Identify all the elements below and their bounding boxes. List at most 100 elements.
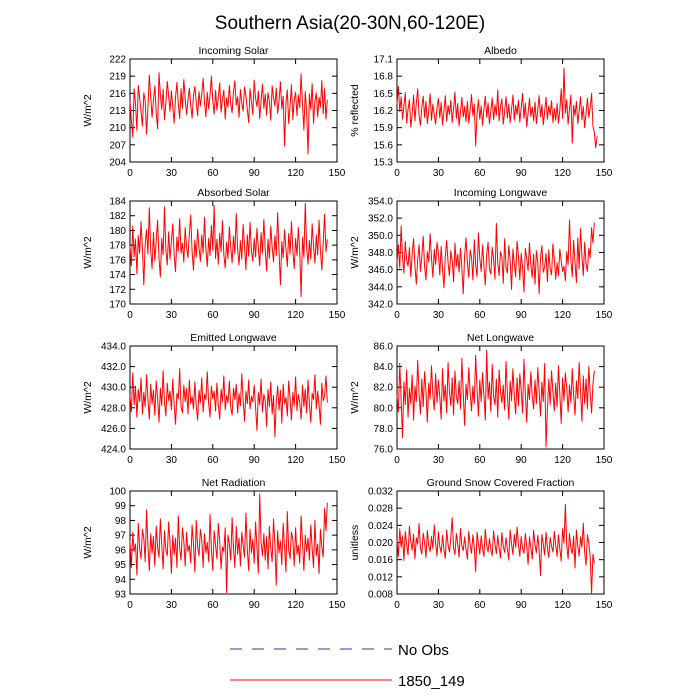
x-tick-label: 0 — [127, 168, 133, 179]
x-tick-label: 120 — [287, 168, 304, 179]
x-tick-label: 90 — [516, 168, 528, 179]
panel-title: Absorbed Solar — [197, 187, 270, 199]
series-line-1850-149 — [396, 219, 595, 295]
y-tick-label: 178 — [109, 241, 126, 252]
y-tick-label: 176 — [109, 255, 126, 266]
y-tick-label: 16.5 — [374, 89, 394, 100]
panel-albedo: Albedo % reflected 15.3 15.6 15.9 16.2 16.5 16.… — [349, 45, 613, 179]
y-axis-label: % reflected — [349, 84, 361, 137]
y-tick-label: 98 — [115, 516, 127, 527]
y-tick-label: 174 — [109, 270, 126, 281]
y-tick-label: 95 — [115, 560, 127, 571]
x-tick-label: 30 — [166, 455, 178, 466]
x-tick-label: 150 — [329, 455, 346, 466]
y-tick-label: 432.0 — [101, 362, 126, 373]
y-tick-label: 80.0 — [374, 403, 394, 414]
y-tick-label: 430.0 — [101, 383, 126, 394]
y-tick-label: 84.0 — [374, 362, 394, 373]
x-tick-label: 60 — [207, 600, 219, 611]
y-tick-label: 94 — [115, 575, 127, 586]
panel-title: Incoming Solar — [198, 45, 269, 57]
x-tick-label: 30 — [166, 310, 178, 321]
series-line-1850-149 — [129, 493, 328, 594]
x-tick-label: 90 — [249, 455, 261, 466]
x-tick-label: 90 — [249, 168, 261, 179]
x-tick-label: 60 — [474, 310, 486, 321]
panel-absorbed-solar: Absorbed Solar W/m^2 170 172 174 176 178 180 182… — [82, 187, 346, 321]
panel-incoming-solar: Incoming Solar W/m^2 204 207 210 213 216 219 222… — [82, 45, 346, 179]
y-tick-label: 350.0 — [368, 231, 393, 242]
y-tick-label: 207 — [109, 140, 126, 151]
legend-label-no-obs: No Obs — [398, 642, 449, 659]
x-tick-label: 0 — [394, 600, 400, 611]
series-line-1850-149 — [129, 368, 328, 438]
y-tick-label: 86.0 — [374, 342, 394, 353]
y-tick-label: 204 — [109, 158, 126, 169]
x-tick-label: 120 — [287, 600, 304, 611]
y-tick-label: 219 — [109, 72, 126, 83]
y-tick-label: 184 — [109, 197, 126, 208]
y-tick-label: 348.0 — [368, 248, 393, 259]
x-tick-label: 60 — [474, 168, 486, 179]
panel-net-longwave: Net Longwave W/m^2 76.0 78.0 80.0 82.0 84.0 86.… — [349, 332, 613, 466]
x-tick-label: 150 — [596, 455, 613, 466]
y-tick-label: 0.024 — [368, 521, 393, 532]
x-tick-label: 60 — [207, 310, 219, 321]
panels-group: Incoming Solar W/m^2 204 207 210 213 216 219 222… — [82, 45, 613, 611]
y-tick-label: 172 — [109, 285, 126, 296]
x-tick-label: 0 — [394, 455, 400, 466]
x-tick-label: 30 — [433, 455, 445, 466]
y-tick-label: 222 — [109, 55, 126, 66]
x-tick-label: 30 — [166, 168, 178, 179]
x-tick-label: 30 — [166, 600, 178, 611]
series-line-1850-149 — [396, 67, 598, 149]
y-tick-label: 346.0 — [368, 265, 393, 276]
panel-emitted-longwave: Emitted Longwave W/m^2 424.0 426.0 428.0 430.… — [82, 332, 346, 466]
y-tick-label: 428.0 — [101, 403, 126, 414]
x-tick-label: 0 — [394, 310, 400, 321]
x-tick-label: 120 — [554, 168, 571, 179]
y-tick-label: 15.6 — [374, 140, 394, 151]
y-tick-label: 0.008 — [368, 590, 393, 601]
x-tick-label: 150 — [329, 600, 346, 611]
y-tick-label: 76.0 — [374, 445, 394, 456]
panel-net-radiation: Net Radiation W/m^2 93 94 95 96 97 98 99 100 0 30 60… — [82, 477, 346, 611]
legend: No Obs 1850_149 — [230, 642, 465, 690]
y-tick-label: 182 — [109, 211, 126, 222]
series-line-1850-149 — [396, 349, 595, 448]
y-axis-label: W/m^2 — [82, 94, 94, 127]
y-axis-label: W/m^2 — [349, 236, 361, 269]
x-tick-label: 120 — [554, 455, 571, 466]
x-tick-label: 150 — [596, 310, 613, 321]
y-tick-label: 180 — [109, 226, 126, 237]
x-tick-label: 90 — [249, 600, 261, 611]
y-tick-label: 216 — [109, 89, 126, 100]
y-tick-label: 0.028 — [368, 504, 393, 515]
y-tick-label: 96 — [115, 545, 127, 556]
y-tick-label: 352.0 — [368, 214, 393, 225]
x-tick-label: 90 — [516, 455, 528, 466]
series-line-1850-149 — [129, 202, 328, 298]
panel-title: Net Radiation — [202, 477, 266, 489]
y-tick-label: 426.0 — [101, 424, 126, 435]
y-tick-label: 0.012 — [368, 572, 393, 583]
y-tick-label: 17.1 — [374, 55, 394, 66]
y-tick-label: 99 — [115, 501, 127, 512]
panel-title: Ground Snow Covered Fraction — [427, 477, 575, 489]
y-tick-label: 97 — [115, 531, 127, 542]
x-tick-label: 30 — [433, 168, 445, 179]
panel-ground-snow-covered-fraction: Ground Snow Covered Fraction unitless 0.00… — [349, 477, 613, 611]
x-tick-label: 120 — [554, 310, 571, 321]
x-tick-label: 30 — [433, 310, 445, 321]
panel-title: Incoming Longwave — [454, 187, 548, 199]
x-tick-label: 0 — [127, 600, 133, 611]
y-tick-label: 15.9 — [374, 123, 394, 134]
panel-title: Net Longwave — [467, 332, 534, 344]
x-tick-label: 0 — [127, 310, 133, 321]
y-axis-label: unitless — [349, 525, 361, 561]
x-tick-label: 60 — [207, 168, 219, 179]
y-tick-label: 16.2 — [374, 106, 394, 117]
x-tick-label: 90 — [516, 310, 528, 321]
